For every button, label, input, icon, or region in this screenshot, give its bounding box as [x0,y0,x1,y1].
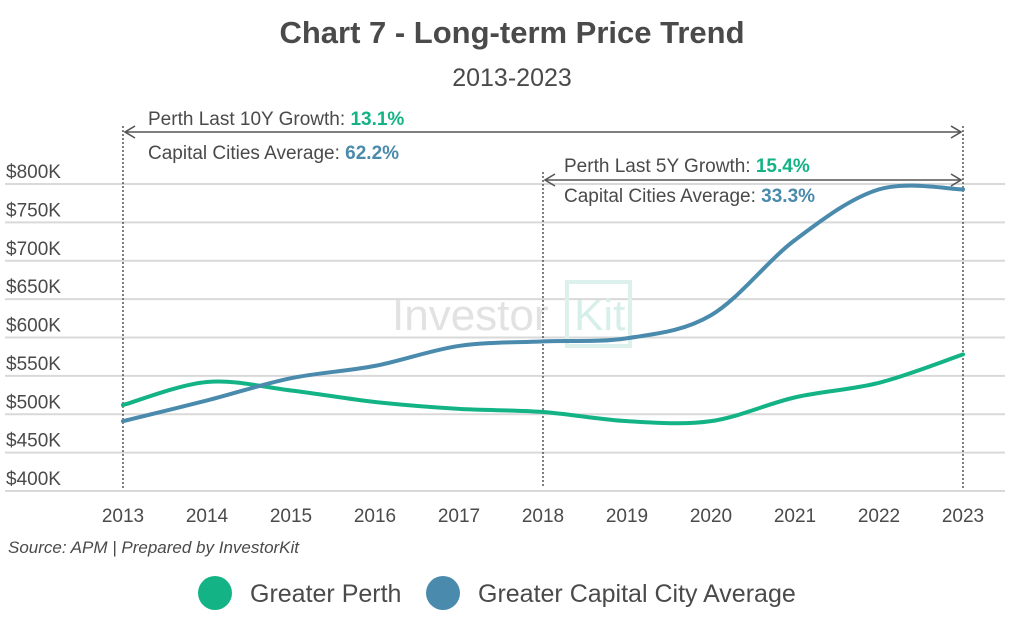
y-tick-label: $800K [6,162,61,183]
x-tick-label: 2023 [942,506,984,527]
y-tick-label: $450K [6,431,61,452]
arrow-head-icon [950,125,963,139]
arrow-head-icon [950,173,963,187]
legend-marker-icon [426,576,460,610]
y-tick-label: $650K [6,277,61,298]
y-tick-label: $700K [6,239,61,260]
x-tick-label: 2022 [858,506,900,527]
x-tick-label: 2013 [102,506,144,527]
x-tick-label: 2021 [774,506,816,527]
chart-subtitle: 2013-2023 [452,64,572,92]
legend-label: Greater Perth [250,580,401,608]
ten-year-capital-growth: Capital Cities Average: 62.2% [148,143,399,164]
y-tick-label: $500K [6,392,61,413]
chart-title: Chart 7 - Long-term Price Trend [279,15,744,50]
x-tick-label: 2014 [186,506,229,527]
y-tick-label: $400K [6,469,61,490]
five-year-perth-growth: Perth Last 5Y Growth: 15.4% [564,156,810,177]
y-tick-label: $600K [6,316,61,337]
x-tick-label: 2015 [270,506,312,527]
y-tick-label: $750K [6,200,61,221]
legend-marker-icon [198,576,232,610]
x-tick-label: 2017 [438,506,480,527]
watermark-logo: Investor Kit [392,280,632,348]
x-tick-label: 2020 [690,506,732,527]
svg-text:Kit: Kit [574,291,625,340]
arrow-head-icon [543,173,556,187]
x-tick-label: 2018 [522,506,564,527]
y-tick-label: $550K [6,354,61,375]
arrow-head-icon [123,125,136,139]
legend-label: Greater Capital City Average [478,580,796,608]
source-note: Source: APM | Prepared by InvestorKit [8,538,300,557]
x-tick-label: 2016 [354,506,396,527]
ten-year-perth-growth: Perth Last 10Y Growth: 13.1% [148,109,404,130]
svg-text:Investor: Investor [392,291,549,340]
x-tick-label: 2019 [606,506,648,527]
five-year-capital-growth: Capital Cities Average: 33.3% [564,186,815,207]
